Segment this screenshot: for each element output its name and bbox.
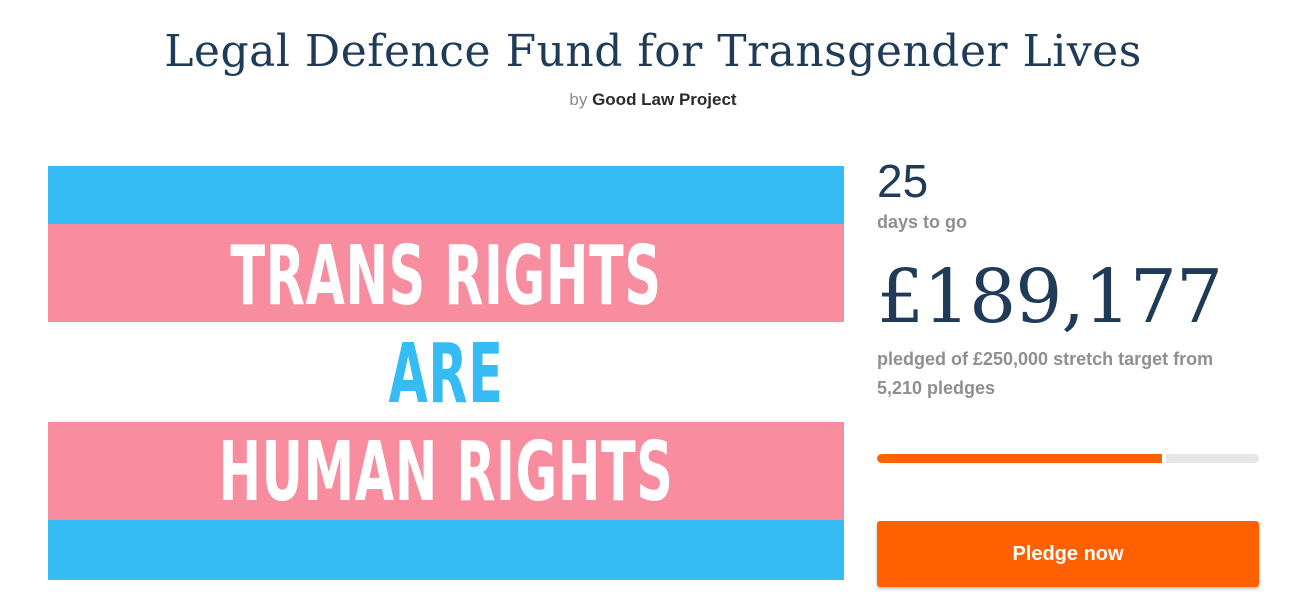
page-title: Legal Defence Fund for Transgender Lives [164, 26, 1142, 77]
funding-progress-bar [877, 454, 1259, 463]
hero-text-line3: HUMAN RIGHTS [218, 425, 674, 520]
amount-pledged: £189,177 [877, 254, 1223, 340]
hero-text-line1: TRANS RIGHTS [230, 229, 662, 324]
hero-text-line2: ARE [388, 327, 504, 422]
flag-stripe-pink-bottom [48, 422, 844, 520]
flag-stripe-pink-top [48, 224, 844, 322]
byline-prefix: by [569, 90, 588, 109]
byline: by Good Law Project [0, 90, 1290, 110]
flag-stripe-blue-bottom [48, 520, 844, 580]
days-remaining-count: 25 [877, 155, 929, 207]
pledge-summary: pledged of £250,000 stretch target from … [877, 349, 1214, 398]
flag-stripe-blue-top [48, 166, 844, 224]
funding-progress-fill [877, 454, 1166, 463]
author-link[interactable]: Good Law Project [592, 90, 737, 109]
pledge-now-button[interactable]: Pledge now [877, 521, 1259, 587]
flag-stripe-white [48, 322, 844, 422]
days-remaining-label: days to go [877, 212, 968, 232]
hero-image: TRANS RIGHTS ARE HUMAN RIGHTS [48, 166, 844, 580]
